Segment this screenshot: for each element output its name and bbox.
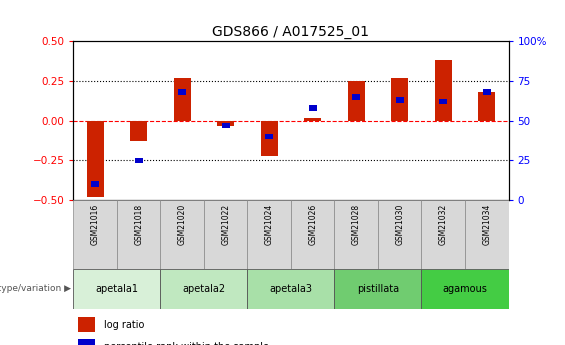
Text: apetala1: apetala1	[95, 284, 138, 294]
Bar	[78, 317, 95, 333]
Bar	[222, 123, 229, 128]
Bar	[117, 200, 160, 269]
Bar	[179, 89, 186, 95]
Bar	[291, 200, 334, 269]
Bar	[73, 200, 117, 269]
Bar	[483, 89, 490, 95]
Bar	[260, 121, 278, 156]
Title: GDS866 / A017525_01: GDS866 / A017525_01	[212, 25, 370, 39]
Bar	[396, 97, 403, 103]
Bar	[130, 121, 147, 141]
Text: apetala3: apetala3	[270, 284, 312, 294]
Bar	[217, 121, 234, 126]
Bar	[78, 339, 95, 345]
Bar	[309, 105, 316, 111]
Bar	[421, 269, 508, 309]
Bar	[160, 200, 204, 269]
Text: apetala2: apetala2	[182, 284, 225, 294]
Text: GSM21016: GSM21016	[91, 204, 99, 245]
Bar	[304, 118, 321, 121]
Bar	[421, 200, 465, 269]
Text: percentile rank within the sample: percentile rank within the sample	[104, 342, 269, 345]
Bar	[73, 269, 160, 309]
Text: GSM21028: GSM21028	[352, 204, 360, 245]
Bar	[353, 94, 360, 100]
Bar	[391, 78, 408, 121]
Text: genotype/variation ▶: genotype/variation ▶	[0, 284, 71, 294]
Bar	[465, 200, 508, 269]
Bar	[378, 200, 421, 269]
Bar	[247, 200, 291, 269]
Bar	[160, 269, 247, 309]
Bar	[334, 269, 421, 309]
Text: GSM21018: GSM21018	[134, 204, 143, 245]
Bar	[347, 81, 365, 121]
Bar	[135, 158, 142, 163]
Bar	[173, 78, 191, 121]
Bar	[334, 200, 378, 269]
Text: agamous: agamous	[442, 284, 488, 294]
Bar	[266, 134, 273, 139]
Bar	[434, 60, 452, 121]
Bar	[92, 181, 99, 187]
Bar	[478, 92, 496, 121]
Text: GSM21034: GSM21034	[483, 204, 491, 245]
Text: log ratio: log ratio	[104, 320, 144, 330]
Text: GSM21020: GSM21020	[178, 204, 186, 245]
Bar	[440, 99, 447, 105]
Bar	[204, 200, 247, 269]
Text: GSM21026: GSM21026	[308, 204, 317, 245]
Text: GSM21032: GSM21032	[439, 204, 447, 245]
Bar	[86, 121, 104, 197]
Text: pistillata: pistillata	[357, 284, 399, 294]
Text: GSM21030: GSM21030	[396, 204, 404, 245]
Text: GSM21022: GSM21022	[221, 204, 230, 245]
Text: GSM21024: GSM21024	[265, 204, 273, 245]
Bar	[247, 269, 334, 309]
